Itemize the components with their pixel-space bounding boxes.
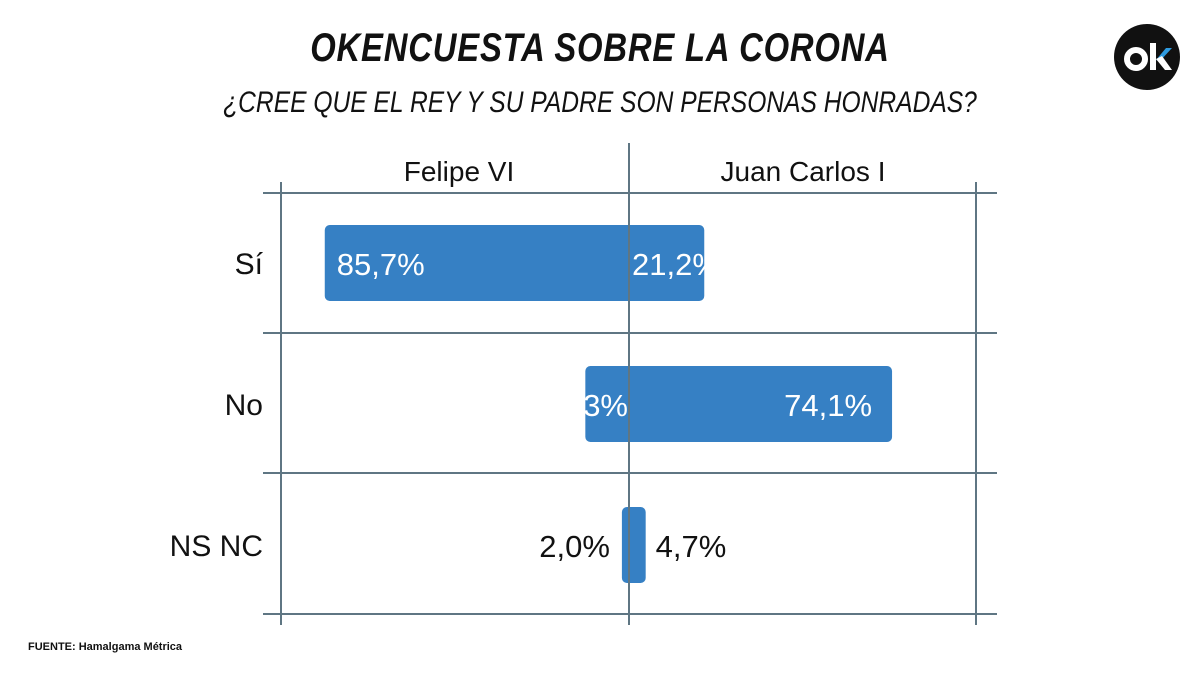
- value-label-felipe: 85,7%: [337, 247, 425, 282]
- series-header-felipe: Felipe VI: [404, 156, 515, 187]
- ok-logo-icon: [1124, 43, 1172, 71]
- bar-sí: [324, 225, 705, 301]
- bar-no: [585, 366, 893, 442]
- series-header-juan-carlos: Juan Carlos I: [721, 156, 886, 187]
- bar-ns-nc: [621, 507, 646, 583]
- category-label: NS NC: [170, 530, 263, 563]
- value-label-juan-carlos: 4,7%: [656, 529, 727, 564]
- value-label-juan-carlos: 74,1%: [784, 388, 872, 423]
- category-label: No: [225, 389, 263, 422]
- chart-subtitle: ¿CREE QUE EL REY Y SU PADRE SON PERSONAS…: [223, 86, 977, 119]
- ok-logo: [1114, 24, 1180, 90]
- chart-title: OKENCUESTA SOBRE LA CORONA: [310, 26, 890, 70]
- value-label-felipe: 12,3%: [540, 388, 628, 423]
- source-note: FUENTE: Hamalgama Métrica: [28, 641, 183, 653]
- value-label-juan-carlos: 21,2%: [632, 247, 720, 282]
- value-label-felipe: 2,0%: [539, 529, 610, 564]
- category-label: Sí: [235, 248, 264, 281]
